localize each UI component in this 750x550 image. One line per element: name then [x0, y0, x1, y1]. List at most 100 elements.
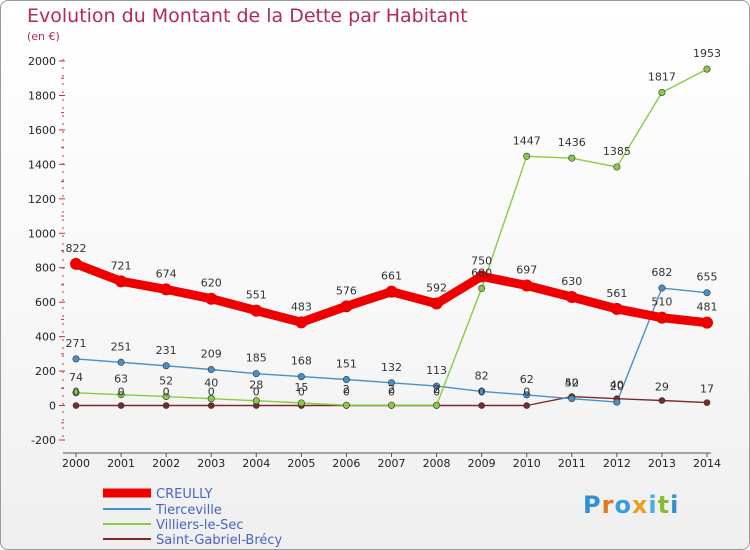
data-point	[701, 316, 713, 329]
data-point	[162, 393, 170, 401]
data-label: 661	[381, 270, 402, 283]
data-point	[703, 65, 711, 73]
data-point	[565, 291, 578, 304]
legend-label-1: Tierceville	[155, 503, 222, 518]
data-point	[430, 297, 443, 310]
data-label: 551	[246, 289, 267, 302]
data-label: 17	[700, 383, 714, 396]
data-label: 1385	[603, 145, 631, 158]
y-tick-label: 400	[35, 331, 56, 344]
data-label: 822	[66, 242, 87, 255]
legend-label-2: Villiers-le-Sec	[156, 518, 244, 533]
data-label: 151	[336, 358, 357, 371]
data-point	[115, 275, 128, 288]
data-label: 74	[69, 371, 83, 384]
data-label: 271	[66, 337, 87, 350]
data-label: 168	[291, 355, 312, 368]
x-tick-label: 2008	[423, 457, 451, 470]
data-label: 0	[253, 386, 260, 399]
x-tick-label: 2005	[287, 457, 315, 470]
data-point	[117, 358, 125, 366]
data-point	[207, 366, 215, 374]
data-point	[387, 401, 395, 409]
data-label: 721	[111, 259, 132, 272]
data-label: 62	[520, 373, 534, 386]
data-label: 2	[388, 383, 395, 396]
data-label: 1953	[693, 47, 721, 60]
data-label: 1817	[648, 71, 676, 84]
data-point	[520, 279, 533, 292]
x-tick-label: 2000	[62, 457, 90, 470]
data-point	[610, 302, 623, 315]
chart-title: Evolution du Montant de la Dette par Hab…	[27, 5, 468, 27]
data-label: 682	[651, 266, 672, 279]
data-label: 0	[343, 386, 350, 399]
data-label: 576	[336, 284, 357, 297]
x-tick-label: 2001	[107, 457, 135, 470]
data-point	[297, 373, 305, 381]
y-tick-label: 800	[35, 262, 56, 275]
data-point	[478, 387, 486, 395]
y-tick-label: 0	[49, 400, 56, 413]
data-point	[568, 154, 576, 162]
data-label: 0	[298, 386, 305, 399]
data-point	[523, 402, 531, 409]
data-point	[70, 257, 82, 270]
data-label: 630	[561, 275, 582, 288]
data-label: 483	[291, 300, 312, 313]
x-tick-label: 2011	[558, 457, 586, 470]
data-point	[72, 402, 80, 409]
data-label: 481	[697, 301, 718, 314]
data-point	[252, 370, 260, 378]
data-point	[658, 89, 666, 97]
data-label: 510	[651, 296, 672, 309]
x-tick-label: 2006	[332, 457, 360, 470]
axes: -200020040060080010001200140016001800200…	[28, 55, 721, 470]
data-label: 0	[118, 386, 125, 399]
data-label: 28	[249, 379, 263, 392]
data-label: 40	[204, 377, 218, 390]
data-point	[703, 289, 711, 297]
data-point	[117, 391, 125, 399]
data-label: 52	[159, 375, 173, 388]
x-tick-label: 2012	[603, 457, 631, 470]
y-tick-label: 200	[35, 365, 56, 378]
data-label: 40	[565, 377, 579, 390]
data-point	[703, 399, 711, 406]
logo-letter: i	[670, 491, 680, 519]
data-point	[205, 292, 218, 305]
data-label: 0	[433, 386, 440, 399]
data-label: 0	[523, 386, 530, 399]
logo-letter: P	[583, 491, 602, 519]
data-label: 63	[114, 373, 128, 386]
data-label: 251	[111, 340, 132, 353]
data-label: 674	[156, 267, 177, 280]
data-point	[655, 311, 668, 324]
data-label: 209	[201, 348, 222, 361]
data-label: 592	[426, 282, 447, 295]
chart-subtitle: (en €)	[27, 30, 60, 43]
data-label: 15	[294, 381, 308, 394]
data-label: 561	[606, 287, 627, 300]
data-label: 0	[208, 386, 215, 399]
data-point	[252, 397, 260, 405]
data-point	[207, 395, 215, 403]
data-label: 680	[471, 266, 492, 279]
data-point	[475, 270, 488, 283]
x-tick-label: 2004	[242, 457, 270, 470]
data-point	[523, 391, 531, 399]
data-label: 655	[697, 271, 718, 284]
data-point	[250, 304, 263, 317]
y-tick-label: 1600	[28, 124, 56, 137]
y-tick-label: -200	[31, 434, 56, 447]
data-point	[340, 300, 353, 313]
x-tick-label: 2007	[378, 457, 406, 470]
data-label: 1436	[558, 136, 586, 149]
data-point	[613, 398, 621, 406]
data-label: 132	[381, 361, 402, 374]
data-label: 29	[655, 381, 669, 394]
data-label: 0	[478, 386, 485, 399]
data-label: 0	[388, 386, 395, 399]
data-label: 20	[610, 380, 624, 393]
